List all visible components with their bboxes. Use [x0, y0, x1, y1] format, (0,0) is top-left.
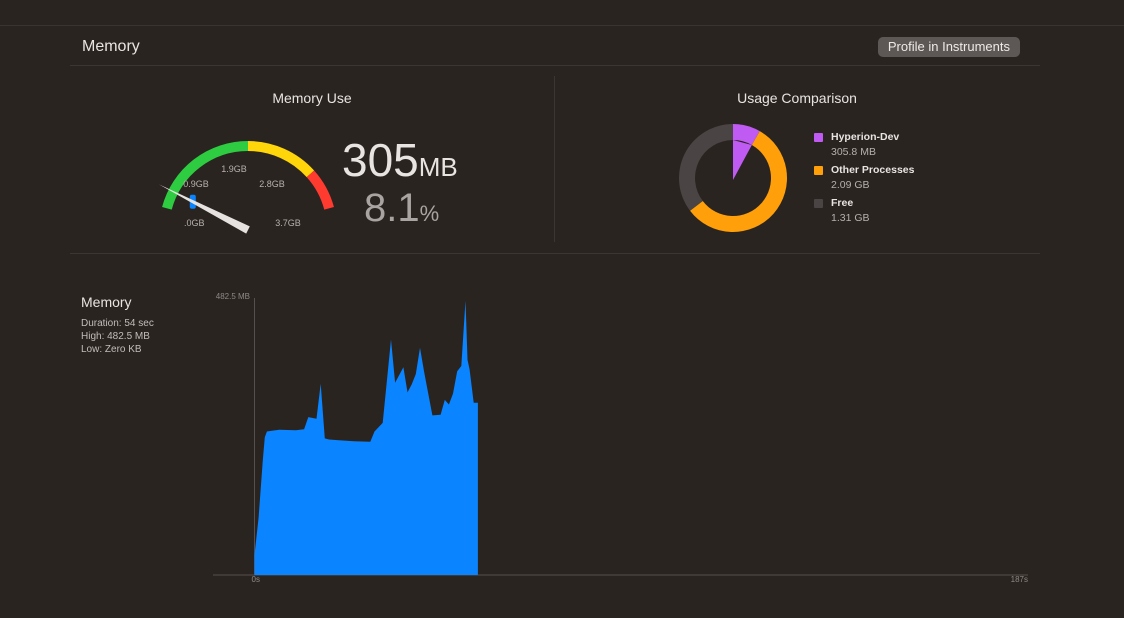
page-title: Memory [82, 38, 140, 55]
memory-percent: 8.1% [364, 186, 439, 231]
vertical-divider [554, 76, 555, 242]
memory-value: 305MB [342, 133, 458, 187]
legend-name: Hyperion-Dev [831, 131, 900, 143]
memory-area-series [254, 300, 478, 575]
x-tick-label: 187s [1011, 575, 1028, 584]
high-stat: High: 482.5 MB [81, 331, 150, 342]
divider [70, 253, 1040, 254]
usage-donut-chart [679, 124, 787, 232]
duration-stat: Duration: 54 sec [81, 318, 154, 329]
low-stat: Low: Zero KB [81, 344, 142, 355]
memory-value-unit: MB [418, 152, 458, 182]
memory-use-title: Memory Use [272, 90, 352, 106]
gauge-label: 0.9GB [183, 179, 209, 189]
x-tick-label: 0s [252, 575, 260, 584]
memory-header: Memory Profile in Instruments [70, 33, 1040, 65]
legend-name: Free [831, 197, 854, 209]
legend-value: 2.09 GB [831, 179, 870, 191]
legend-swatch [814, 199, 823, 208]
timeline-title: Memory [81, 294, 132, 310]
gauge-label: 2.8GB [259, 179, 285, 189]
legend-value: 1.31 GB [831, 212, 870, 224]
memory-percent-unit: % [419, 201, 440, 226]
divider [70, 65, 1040, 66]
gauge-yellow-segment [247, 141, 315, 178]
legend-swatch [814, 133, 823, 142]
y-tick-label: 482.5 MB [216, 292, 250, 301]
top-divider [0, 25, 1124, 26]
gauge-needle [159, 184, 250, 234]
donut-slice-0 [733, 124, 760, 145]
donut-slice-2 [679, 124, 733, 211]
gauge-red-segment [306, 170, 334, 210]
gauge-label: .0GB [184, 218, 205, 228]
memory-gauge: .0GB 0.9GB 1.9GB 2.8GB 3.7GB [159, 141, 334, 234]
profile-in-instruments-button[interactable]: Profile in Instruments [877, 37, 1020, 57]
gauge-green-segment [162, 141, 249, 210]
gauge-label: 1.9GB [221, 164, 247, 174]
legend-value: 305.8 MB [831, 146, 876, 158]
donut-slice-1 [690, 131, 787, 232]
legend-swatch [814, 166, 823, 175]
gauge-label: 3.7GB [275, 218, 301, 228]
memory-value-number: 305 [342, 134, 419, 186]
usage-comparison-title: Usage Comparison [737, 90, 857, 106]
memory-timeline-chart: 482.5 MB 0s 187s [213, 292, 1028, 584]
donut-slice-inner-wedge [733, 140, 752, 180]
legend-name: Other Processes [831, 164, 915, 176]
memory-percent-number: 8.1 [364, 186, 420, 230]
